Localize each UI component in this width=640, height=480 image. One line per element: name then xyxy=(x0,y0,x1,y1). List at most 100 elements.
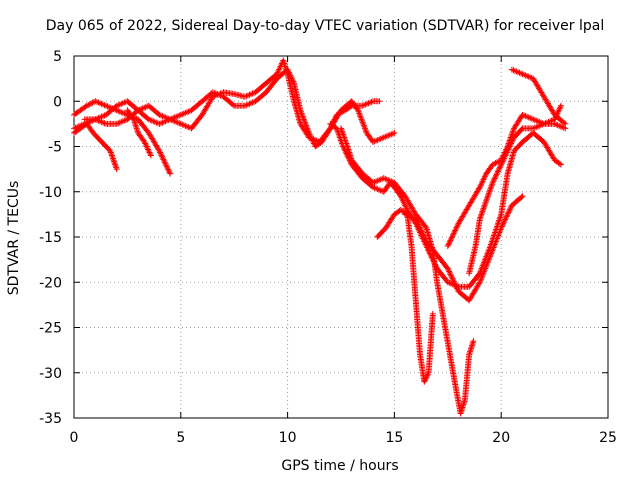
data-point xyxy=(495,167,502,174)
data-point xyxy=(454,221,461,228)
data-point xyxy=(454,223,461,230)
data-point xyxy=(391,129,398,136)
data-point xyxy=(453,224,460,231)
data-point xyxy=(445,267,452,274)
data-point xyxy=(159,155,166,162)
grid xyxy=(74,56,608,418)
y-tick-label: 5 xyxy=(53,49,62,65)
data-point xyxy=(414,220,421,227)
data-point xyxy=(448,234,455,241)
data-point xyxy=(501,217,508,224)
data-marks xyxy=(71,57,569,417)
data-point xyxy=(518,194,525,201)
data-point xyxy=(156,148,163,155)
data-point xyxy=(494,168,501,175)
y-tick-label: -15 xyxy=(39,230,62,246)
data-point xyxy=(498,223,505,230)
data-point xyxy=(499,222,506,229)
data-point xyxy=(416,222,423,229)
data-point xyxy=(451,279,458,286)
data-point xyxy=(450,230,457,237)
x-tick-label: 0 xyxy=(70,430,79,446)
data-point xyxy=(500,219,507,226)
data-point xyxy=(416,224,423,231)
data-point xyxy=(444,265,451,272)
data-point xyxy=(476,280,483,287)
data-point xyxy=(498,224,505,231)
data-point xyxy=(502,215,509,222)
data-point xyxy=(561,119,568,126)
y-tick-label: 0 xyxy=(53,94,62,110)
data-point xyxy=(493,171,500,178)
data-point xyxy=(412,215,419,222)
data-point xyxy=(494,169,501,176)
data-point xyxy=(454,285,461,292)
data-point xyxy=(449,275,456,282)
data-point xyxy=(497,162,504,169)
data-point xyxy=(562,120,569,127)
data-point xyxy=(422,223,429,230)
data-point xyxy=(158,152,165,159)
y-tick-label: -10 xyxy=(39,185,62,201)
data-point xyxy=(492,174,499,181)
data-point xyxy=(418,227,425,234)
data-point xyxy=(447,237,454,244)
data-point xyxy=(518,126,525,133)
data-point xyxy=(446,238,453,245)
data-point xyxy=(427,251,434,258)
data-point xyxy=(419,230,426,237)
y-tick-label: -25 xyxy=(39,321,62,337)
x-tick-label: 10 xyxy=(279,430,297,446)
data-point xyxy=(165,167,172,174)
series-7 xyxy=(374,206,436,385)
data-point xyxy=(165,166,172,173)
data-point xyxy=(448,274,455,281)
y-tick-label: -5 xyxy=(48,140,62,156)
data-point xyxy=(558,102,565,109)
y-tick-label: -35 xyxy=(39,411,62,427)
data-point xyxy=(447,271,454,278)
data-point xyxy=(161,159,168,166)
data-point xyxy=(147,152,154,159)
y-tick-label: -30 xyxy=(39,366,62,382)
ticks: 0 5 10 15 20 25 5 0 -5 -10 -15 -20 -25 -30 -35 xyxy=(39,49,617,446)
series-11 xyxy=(466,120,569,277)
data-point xyxy=(159,153,166,160)
data-point xyxy=(429,310,436,317)
x-axis-label: GPS time / hours xyxy=(281,458,398,474)
data-point xyxy=(230,101,237,108)
data-point xyxy=(164,164,171,171)
data-point xyxy=(163,163,170,170)
data-point xyxy=(420,231,427,238)
data-point xyxy=(445,241,452,248)
series-9 xyxy=(402,193,526,304)
x-tick-label: 25 xyxy=(599,430,617,446)
data-point xyxy=(453,284,460,291)
data-point xyxy=(452,282,459,289)
data-point xyxy=(505,209,512,216)
series-2 xyxy=(71,98,174,177)
data-point xyxy=(163,162,170,169)
data-point xyxy=(502,216,509,223)
data-point xyxy=(420,232,427,239)
data-point xyxy=(492,172,499,179)
data-point xyxy=(449,233,456,240)
data-point xyxy=(446,240,453,247)
y-tick-label: -20 xyxy=(39,275,62,291)
data-point xyxy=(418,228,425,235)
data-point xyxy=(421,234,428,241)
x-tick-label: 5 xyxy=(176,430,185,446)
data-point xyxy=(450,278,457,285)
data-point xyxy=(470,338,477,345)
data-point xyxy=(490,178,497,185)
data-point xyxy=(558,161,565,168)
data-point xyxy=(519,193,526,200)
data-point xyxy=(500,220,507,227)
data-point xyxy=(451,228,458,235)
data-point xyxy=(491,175,498,182)
data-point xyxy=(160,156,167,163)
data-point xyxy=(496,165,503,172)
data-point xyxy=(376,98,383,105)
y-axis-label: SDTVAR / TECUs xyxy=(6,181,22,296)
